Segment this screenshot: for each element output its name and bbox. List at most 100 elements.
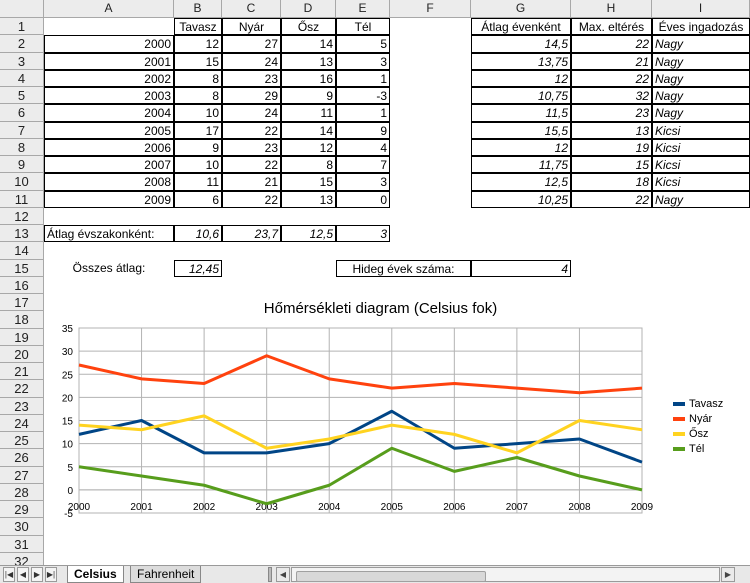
column-header[interactable]: D [281,0,336,18]
value-cell[interactable]: 10 [174,156,222,174]
row-header[interactable]: 3 [0,52,44,70]
value-cell[interactable]: 15 [174,52,222,70]
year-cell[interactable]: 2002 [44,69,174,87]
year-cell[interactable]: 2004 [44,104,174,122]
last-sheet-icon[interactable]: ▶| [45,567,57,582]
value-cell[interactable]: 22 [222,156,281,174]
value-cell[interactable]: 8 [281,156,336,174]
scroll-right-icon[interactable]: ▶ [721,567,735,582]
row-header[interactable]: 32 [0,552,44,565]
fluctuation-cell[interactable]: Nagy [652,104,750,122]
row-header[interactable]: 2 [0,35,44,53]
value-cell[interactable]: 13 [281,52,336,70]
avg-value[interactable]: 3 [336,225,390,243]
row-header[interactable]: 15 [0,259,44,277]
fluctuation-cell[interactable]: Nagy [652,190,750,208]
avg-value[interactable]: 23,7 [222,225,281,243]
value-cell[interactable]: 22 [222,190,281,208]
average-cell[interactable]: 11,5 [471,104,571,122]
scroll-left-icon[interactable]: ◀ [276,567,290,582]
column-header[interactable]: C [222,0,281,18]
row-header[interactable]: 7 [0,121,44,139]
row-header[interactable]: 1 [0,18,44,36]
max-diff-cell[interactable]: 19 [571,138,652,156]
row-header[interactable]: 22 [0,380,44,398]
max-diff-cell[interactable]: 13 [571,121,652,139]
year-cell[interactable]: 2006 [44,138,174,156]
column-header[interactable]: E [336,0,390,18]
row-header[interactable]: 28 [0,483,44,501]
value-cell[interactable]: 1 [336,104,390,122]
value-cell[interactable]: 6 [174,190,222,208]
year-cell[interactable]: 2000 [44,35,174,53]
horizontal-scrollbar[interactable] [291,567,720,582]
value-cell[interactable]: 22 [222,121,281,139]
avg-value[interactable]: 10,6 [174,225,222,243]
row-header[interactable]: 14 [0,242,44,260]
column-header[interactable]: B [174,0,222,18]
value-cell[interactable]: 21 [222,173,281,191]
header-cell[interactable]: Nyár [222,18,281,36]
column-header[interactable]: G [471,0,571,18]
value-cell[interactable]: 3 [336,173,390,191]
header-cell[interactable]: Max. eltérés [571,18,652,36]
year-cell[interactable]: 2001 [44,52,174,70]
header-cell[interactable]: Átlag évenként [471,18,571,36]
scrollbar-thumb[interactable] [296,571,486,582]
row-header[interactable]: 9 [0,156,44,174]
total-value[interactable]: 12,45 [174,259,222,277]
fluctuation-cell[interactable]: Nagy [652,69,750,87]
row-header[interactable]: 4 [0,69,44,87]
value-cell[interactable]: 17 [174,121,222,139]
row-header[interactable]: 23 [0,397,44,415]
value-cell[interactable]: 5 [336,35,390,53]
fluctuation-cell[interactable]: Nagy [652,35,750,53]
value-cell[interactable]: 14 [281,35,336,53]
row-header[interactable]: 31 [0,535,44,553]
value-cell[interactable]: 9 [281,87,336,105]
tab-celsius[interactable]: Celsius [67,566,124,583]
average-cell[interactable]: 10,75 [471,87,571,105]
fluctuation-cell[interactable]: Kicsi [652,173,750,191]
average-cell[interactable]: 14,5 [471,35,571,53]
value-cell[interactable]: 4 [336,138,390,156]
prev-sheet-icon[interactable]: ◀ [17,567,29,582]
tab-splitter[interactable] [268,567,272,582]
fluctuation-cell[interactable]: Kicsi [652,138,750,156]
value-cell[interactable]: 11 [174,173,222,191]
value-cell[interactable]: 14 [281,121,336,139]
value-cell[interactable]: 27 [222,35,281,53]
row-header[interactable]: 13 [0,225,44,243]
year-cell[interactable]: 2007 [44,156,174,174]
max-diff-cell[interactable]: 32 [571,87,652,105]
fluctuation-cell[interactable]: Kicsi [652,121,750,139]
row-header[interactable]: 5 [0,87,44,105]
year-cell[interactable]: 2008 [44,173,174,191]
max-diff-cell[interactable]: 15 [571,156,652,174]
average-cell[interactable]: 12,5 [471,173,571,191]
cold-years-label[interactable]: Hideg évek száma: [336,259,471,277]
value-cell[interactable]: 16 [281,69,336,87]
average-cell[interactable]: 13,75 [471,52,571,70]
value-cell[interactable]: 23 [222,138,281,156]
header-cell[interactable]: Tavasz [174,18,222,36]
total-label[interactable]: Összes átlag: [72,260,146,275]
row-header[interactable]: 21 [0,363,44,381]
row-header[interactable]: 19 [0,328,44,346]
value-cell[interactable]: 9 [174,138,222,156]
average-cell[interactable]: 11,75 [471,156,571,174]
row-header[interactable]: 8 [0,138,44,156]
value-cell[interactable]: 15 [281,173,336,191]
value-cell[interactable]: -3 [336,87,390,105]
value-cell[interactable]: 10 [174,104,222,122]
row-header[interactable]: 16 [0,276,44,294]
value-cell[interactable]: 24 [222,52,281,70]
max-diff-cell[interactable]: 23 [571,104,652,122]
row-header[interactable]: 20 [0,345,44,363]
header-cell[interactable]: Ősz [281,18,336,36]
fluctuation-cell[interactable]: Nagy [652,52,750,70]
value-cell[interactable]: 24 [222,104,281,122]
avg-label[interactable]: Átlag évszakonként: [44,225,174,243]
value-cell[interactable]: 12 [174,35,222,53]
value-cell[interactable]: 11 [281,104,336,122]
